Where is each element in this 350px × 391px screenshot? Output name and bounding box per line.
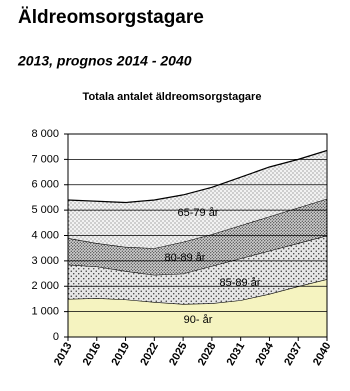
y-tick-label: 6 000 [31, 179, 59, 191]
y-tick-label: 2 000 [31, 280, 59, 292]
series-label: 85-89 år [220, 277, 261, 289]
series-label: 90- år [184, 314, 213, 326]
x-tick-label: 2016 [81, 341, 104, 368]
x-tick-label: 2028 [196, 341, 219, 368]
page-title: Äldreomsorgstagare [18, 7, 204, 28]
series-label: 80-89 år [165, 252, 206, 264]
series-label: 65-79 år [178, 207, 219, 219]
x-tick-label: 2013 [52, 341, 75, 368]
area-fill [68, 150, 327, 249]
x-tick-label: 2019 [110, 341, 133, 368]
y-tick-label: 7 000 [31, 153, 59, 165]
area-fill [68, 279, 327, 337]
y-tick-label: 4 000 [31, 229, 59, 241]
y-tick-label: 5 000 [31, 204, 59, 216]
x-tick-label: 2031 [225, 341, 248, 368]
y-tick-label: 1 000 [31, 306, 59, 318]
chart-title: Totala antalet äldreomsorgstagare [83, 91, 262, 103]
plot-border [67, 133, 328, 338]
x-tick-label: 2037 [282, 341, 305, 368]
subtitle: 2013, prognos 2014 - 2040 [17, 53, 192, 69]
y-tick-label: 0 [53, 331, 59, 343]
area-fill [68, 198, 327, 275]
x-tick-label: 2025 [167, 341, 190, 368]
y-tick-label: 8 000 [31, 128, 59, 140]
y-tick-label: 3 000 [31, 255, 59, 267]
x-tick-label: 2022 [138, 341, 161, 368]
x-tick-label: 2034 [253, 340, 276, 368]
area-edge [67, 149, 328, 204]
x-tick-label: 2040 [311, 341, 334, 368]
